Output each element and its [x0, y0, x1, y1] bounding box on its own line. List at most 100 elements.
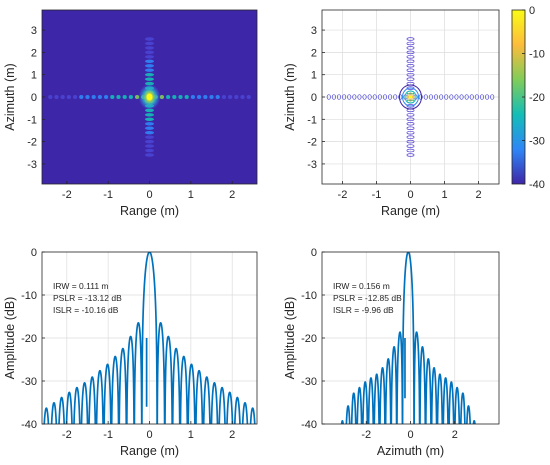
- heatmap-range-sidelobe: [134, 95, 140, 99]
- heatmap-range-sidelobe: [128, 95, 133, 99]
- contour-azimuth-ring: [406, 130, 415, 135]
- heatmap-azimuth-sidelobe: [145, 148, 154, 153]
- contour-azimuth-ring: [406, 117, 415, 122]
- heatmap-azimuth-sidelobe: [145, 113, 154, 117]
- heatmap-azimuth-sidelobe: [145, 126, 154, 130]
- contour-range-ring: [459, 94, 464, 100]
- heatmap-azimuth-sidelobe: [145, 37, 154, 41]
- colorbar-ticks: 0 -10 -20 -30 -40: [522, 5, 545, 191]
- contour-y-axis-label: Azimuth (m): [283, 63, 297, 130]
- contour-range-ring: [464, 94, 469, 100]
- contour-range-ring: [336, 94, 342, 100]
- x-tick-label: -2: [62, 189, 72, 201]
- heatmap-range-sidelobe: [234, 95, 239, 99]
- colorbar-tick-label: -10: [529, 49, 545, 61]
- heatmap-azimuth-sidelobe: [145, 46, 154, 50]
- contour-azimuth-ring: [406, 144, 415, 148]
- heatmap-range-sidelobe: [48, 95, 53, 99]
- heatmap-azimuth-sidelobe: [145, 153, 154, 157]
- y-tick-label: -2: [27, 137, 37, 149]
- contour-azimuth-ring: [406, 126, 415, 130]
- y-tick-label: 1: [311, 70, 317, 82]
- contour-azimuth-ring: [406, 59, 415, 64]
- contour-range-ring: [485, 94, 490, 100]
- heatmap-range-sidelobe: [178, 95, 183, 99]
- heatmap-range-sidelobe: [122, 95, 127, 99]
- contour-azimuth-ring: [406, 122, 415, 126]
- contour-range-ring: [357, 94, 362, 100]
- azimuth-islr-annotation: ISLR = -9.96 dB: [333, 305, 394, 315]
- contour-azimuth-ring: [406, 86, 415, 90]
- contour-range-ring: [444, 94, 449, 100]
- contour-x-axis-label: Range (m): [381, 204, 440, 218]
- heatmap-range-sidelobe: [66, 95, 71, 99]
- range-profile-x-axis-label: Range (m): [120, 444, 179, 458]
- y-tick-label: 2: [31, 47, 37, 59]
- y-tick-label: -10: [301, 290, 317, 302]
- x-tick-label: -2: [338, 189, 348, 201]
- heatmap-range-sidelobe: [184, 95, 189, 99]
- heatmap-range-sidelobe: [116, 95, 121, 99]
- x-tick-label: 0: [146, 189, 152, 201]
- azimuth-profile-y-axis-label: Amplitude (dB): [283, 297, 297, 380]
- heatmap-azimuth-sidelobe: [145, 77, 154, 81]
- contour-azimuth-ring: [406, 148, 415, 153]
- contour-azimuth-ring: [406, 46, 415, 50]
- range-profile-panel: -2 -1 0 1 20-10-20-30-40 IRW = 0.111 m PSLR …: [3, 247, 258, 458]
- heatmap-range-sidelobe: [60, 95, 65, 99]
- heatmap-range-sidelobe: [246, 95, 251, 99]
- heatmap-azimuth-sidelobe: [145, 64, 154, 68]
- colorbar-tick-label: 0: [529, 5, 535, 17]
- contour-range-ring: [347, 94, 352, 100]
- y-tick-label: -1: [307, 114, 317, 126]
- heatmap-range-sidelobe: [203, 95, 208, 99]
- contour-range-ring: [428, 94, 433, 100]
- azimuth-irw-annotation: IRW = 0.156 m: [333, 281, 390, 291]
- contour-range-ring: [398, 94, 403, 100]
- heatmap-azimuth-sidelobe: [145, 117, 154, 122]
- contour-range-ring: [490, 94, 495, 100]
- contour-peak-ring: [404, 90, 417, 104]
- heatmap-range-sidelobe: [166, 95, 171, 99]
- x-tick-label: -1: [372, 189, 382, 201]
- heatmap-range-sidelobe: [215, 95, 220, 99]
- heatmap-azimuth-sidelobe: [145, 139, 154, 144]
- range-profile-y-axis-label: Amplitude (dB): [3, 297, 17, 380]
- y-tick-label: -20: [21, 333, 37, 345]
- contour-peak-ring: [408, 94, 413, 100]
- y-tick-label: 0: [311, 247, 317, 259]
- heatmap-azimuth-sidelobe: [145, 50, 154, 55]
- heatmap-range-sidelobe: [91, 95, 96, 99]
- azimuth-profile-x-axis-label: Azimuth (m): [377, 444, 444, 458]
- x-tick-label: -2: [361, 429, 371, 441]
- contour-azimuth-ring: [406, 139, 415, 144]
- heatmap-range-sidelobe: [79, 95, 84, 99]
- y-tick-label: -30: [301, 376, 317, 388]
- contour-peak-ring: [402, 87, 419, 107]
- heatmap-range-sidelobe: [97, 95, 102, 99]
- heatmap-range-sidelobe: [85, 95, 90, 99]
- contour-range-ring: [352, 94, 357, 100]
- x-tick-label: 0: [146, 429, 152, 441]
- contour-range-ring: [326, 94, 331, 100]
- x-tick-label: -1: [103, 189, 113, 201]
- heatmap-range-sidelobe: [159, 95, 165, 99]
- contour-range-ring: [433, 94, 439, 100]
- contour-azimuth-ring: [406, 72, 415, 77]
- heatmap-marks: [48, 37, 251, 157]
- contour-range-ring: [454, 94, 459, 100]
- y-tick-label: -30: [21, 376, 37, 388]
- heatmap-range-sidelobe: [197, 95, 202, 99]
- x-tick-label: -1: [103, 429, 113, 441]
- y-tick-label: -2: [307, 137, 317, 149]
- contour-range-ring: [382, 94, 388, 100]
- contour-azimuth-ring: [406, 68, 415, 72]
- contour-azimuth-ring: [406, 153, 415, 157]
- heatmap-range-sidelobe: [209, 95, 214, 99]
- contour-range-ring: [377, 94, 382, 100]
- heatmap-range-sidelobe: [190, 95, 196, 99]
- heatmap-range-sidelobe: [72, 95, 78, 99]
- contour-azimuth-ring: [406, 113, 415, 117]
- azimuth-profile-ticks: -2 0 20-10-20-30-40: [301, 247, 458, 441]
